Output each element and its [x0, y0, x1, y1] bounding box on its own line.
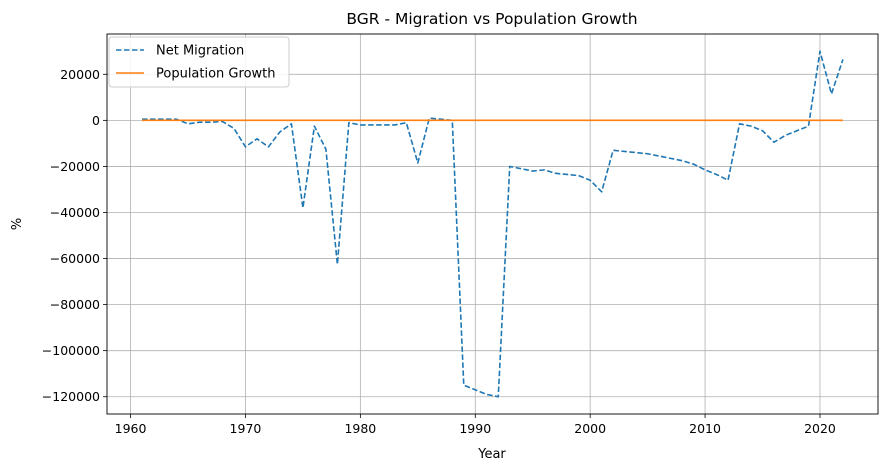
y-tick-label: −40000 — [50, 205, 100, 220]
y-tick-label: −20000 — [50, 159, 100, 174]
x-axis-label: Year — [477, 447, 506, 462]
x-tick-label: 2000 — [574, 421, 606, 436]
y-axis-label: % — [10, 218, 25, 230]
y-tick-label: 20000 — [60, 67, 100, 82]
legend-label-population-growth: Population Growth — [156, 67, 276, 82]
y-axis: −120000 −100000 −80000 −60000 −40000 −20000 0 2… — [42, 67, 107, 404]
y-tick-label: −60000 — [50, 251, 100, 266]
legend-box — [108, 36, 290, 88]
x-tick-label: 2010 — [689, 421, 721, 436]
x-tick-label: 1960 — [115, 421, 147, 436]
x-axis: 1960 1970 1980 1990 2000 2010 2020 — [115, 414, 836, 436]
y-tick-label: −100000 — [42, 343, 100, 358]
x-tick-label: 1970 — [230, 421, 262, 436]
y-tick-label: −80000 — [50, 297, 100, 312]
y-tick-label: −120000 — [42, 389, 100, 404]
legend: Net Migration Population Growth — [108, 36, 290, 88]
series-line-net-migration — [142, 50, 844, 398]
plot-frame — [106, 33, 879, 415]
x-tick-label: 1980 — [344, 421, 376, 436]
chart-title: BGR - Migration vs Population Growth — [346, 10, 637, 28]
y-tick-label: 0 — [92, 113, 100, 128]
series-layer — [142, 50, 844, 398]
legend-label-net-migration: Net Migration — [156, 44, 244, 59]
x-tick-label: 2020 — [804, 421, 836, 436]
x-tick-label: 1990 — [459, 421, 491, 436]
